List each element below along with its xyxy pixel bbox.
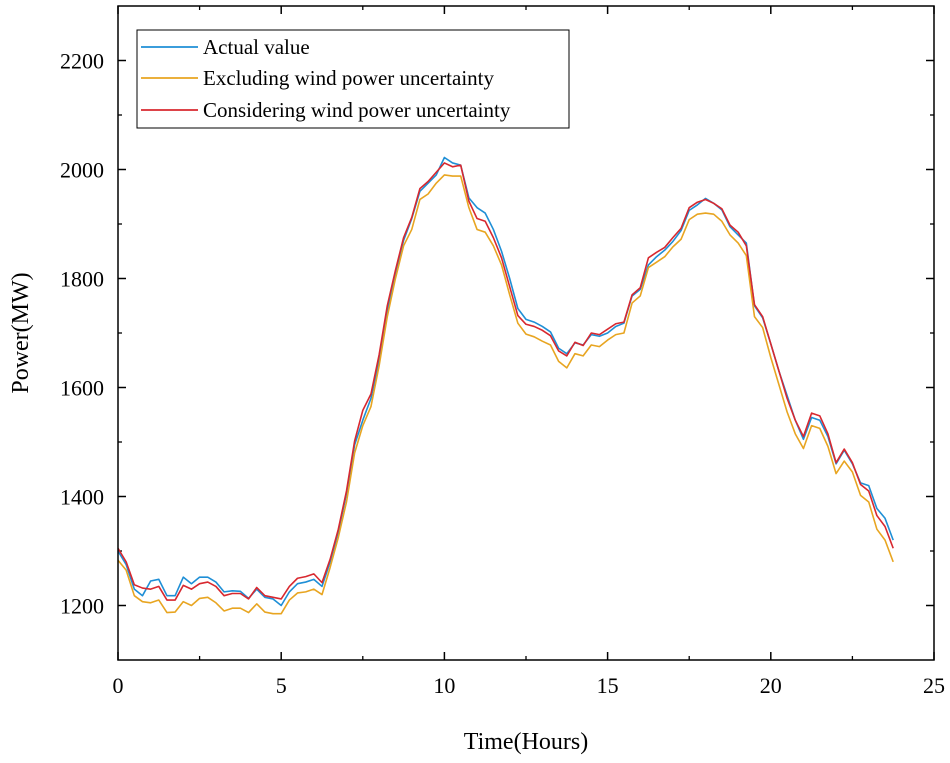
legend-label-considering: Considering wind power uncertainty: [203, 98, 511, 122]
y-axis-label: Power(MW): [8, 272, 34, 393]
series-line-excluding: [117, 174, 894, 615]
x-axis-label: Time(Hours): [464, 729, 588, 755]
x-tick-label: 5: [276, 673, 287, 698]
series-lines: [117, 156, 894, 615]
legend: Actual value Excluding wind power uncert…: [136, 29, 570, 129]
x-tick-label: 25: [923, 673, 945, 698]
x-tick-label: 15: [597, 673, 619, 698]
legend-box: [136, 29, 570, 129]
y-tick-label: 2000: [60, 158, 104, 183]
y-tick-label: 1400: [60, 485, 104, 510]
legend-label-excluding: Excluding wind power uncertainty: [203, 66, 495, 90]
series-line-considering: [117, 162, 894, 601]
y-tick-label: 1600: [60, 376, 104, 401]
y-tick-label: 1200: [60, 594, 104, 619]
x-tick-label: 20: [760, 673, 782, 698]
tick-labels: 0 5 10 15 20 25 1200 1400 1600 1800 2000 2200: [60, 49, 945, 699]
legend-label-actual: Actual value: [203, 35, 310, 59]
series-line-actual: [117, 156, 894, 607]
y-tick-label: 1800: [60, 267, 104, 292]
y-tick-label: 2200: [60, 49, 104, 74]
x-tick-label: 0: [113, 673, 124, 698]
x-tick-label: 10: [433, 673, 455, 698]
plot-frame: [117, 5, 935, 661]
